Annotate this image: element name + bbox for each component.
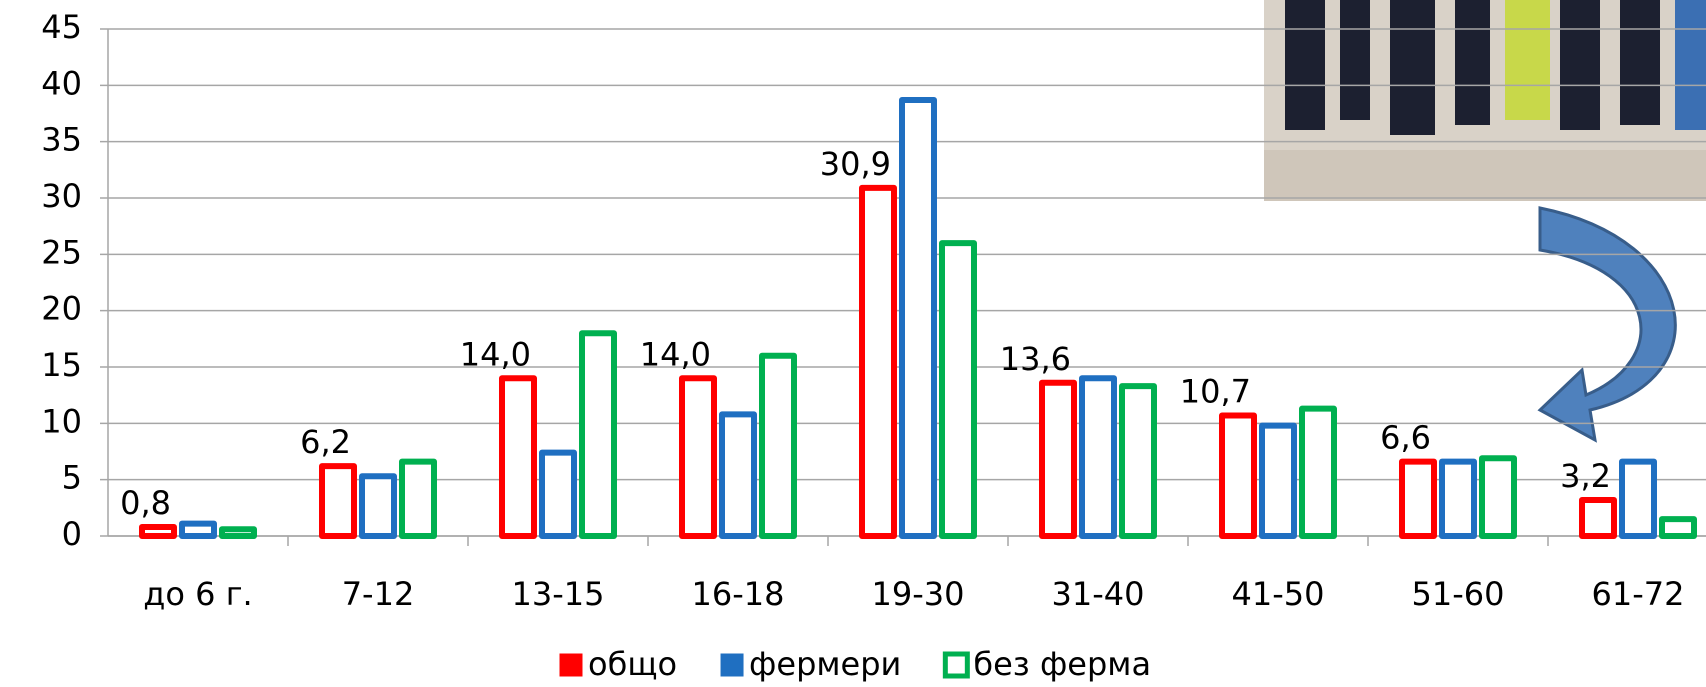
legend-swatch (559, 653, 583, 677)
x-tick-label: 31-40 (1052, 575, 1145, 613)
bar (1659, 516, 1697, 539)
data-label: 13,6 (1000, 340, 1071, 378)
bar (1619, 458, 1657, 540)
legend-label: без ферма (973, 645, 1151, 683)
y-tick-label: 0 (62, 515, 82, 553)
y-tick-label: 30 (41, 177, 82, 215)
bar (399, 458, 437, 540)
data-label: 6,6 (1380, 419, 1431, 457)
x-tick-label: 13-15 (512, 575, 605, 613)
y-tick-label: 40 (41, 64, 82, 102)
y-tick-label: 15 (41, 346, 82, 384)
bar (1479, 455, 1517, 540)
bar (1259, 422, 1297, 539)
bar (939, 240, 977, 539)
legend-swatch (720, 653, 744, 677)
bar (719, 411, 757, 540)
data-label: 0,8 (120, 484, 171, 522)
x-tick-label: 19-30 (872, 575, 965, 613)
data-label: 3,2 (1560, 457, 1611, 495)
x-tick-label: 41-50 (1232, 575, 1325, 613)
legend-label: фермери (749, 645, 901, 683)
data-label: 14,0 (460, 335, 531, 373)
data-label: 10,7 (1180, 372, 1251, 410)
x-tick-label: 61-72 (1592, 575, 1685, 613)
bar (319, 463, 357, 539)
bar (1579, 496, 1617, 539)
legend-swatch (942, 651, 970, 679)
bar (899, 96, 937, 539)
bar (679, 375, 717, 539)
x-tick-label: 7-12 (342, 575, 415, 613)
bar (859, 184, 897, 540)
bar (579, 330, 617, 540)
bar (359, 473, 397, 539)
bar (1219, 412, 1257, 539)
data-label: 14,0 (640, 335, 711, 373)
bar (539, 449, 577, 540)
bar (1439, 458, 1477, 540)
y-tick-label: 45 (41, 8, 82, 46)
bar (1119, 383, 1157, 539)
bar (1299, 405, 1337, 540)
data-label: 30,9 (820, 145, 891, 183)
bar (1039, 379, 1077, 540)
x-tick-label: до 6 г. (143, 575, 252, 613)
bar (1399, 458, 1437, 540)
y-tick-label: 20 (41, 290, 82, 328)
data-label: 6,2 (300, 423, 351, 461)
bar (179, 520, 217, 540)
y-tick-label: 5 (62, 459, 82, 497)
x-tick-label: 16-18 (692, 575, 785, 613)
y-tick-label: 10 (41, 402, 82, 440)
legend-label: общо (588, 645, 677, 683)
arrow (1537, 206, 1677, 443)
bar (1079, 375, 1117, 539)
x-tick-label: 51-60 (1412, 575, 1505, 613)
bar (499, 375, 537, 539)
photo (1264, 0, 1706, 201)
y-tick-label: 35 (41, 121, 82, 159)
bar (219, 526, 257, 539)
y-tick-label: 25 (41, 233, 82, 271)
bar (139, 523, 177, 540)
bar (759, 352, 797, 539)
